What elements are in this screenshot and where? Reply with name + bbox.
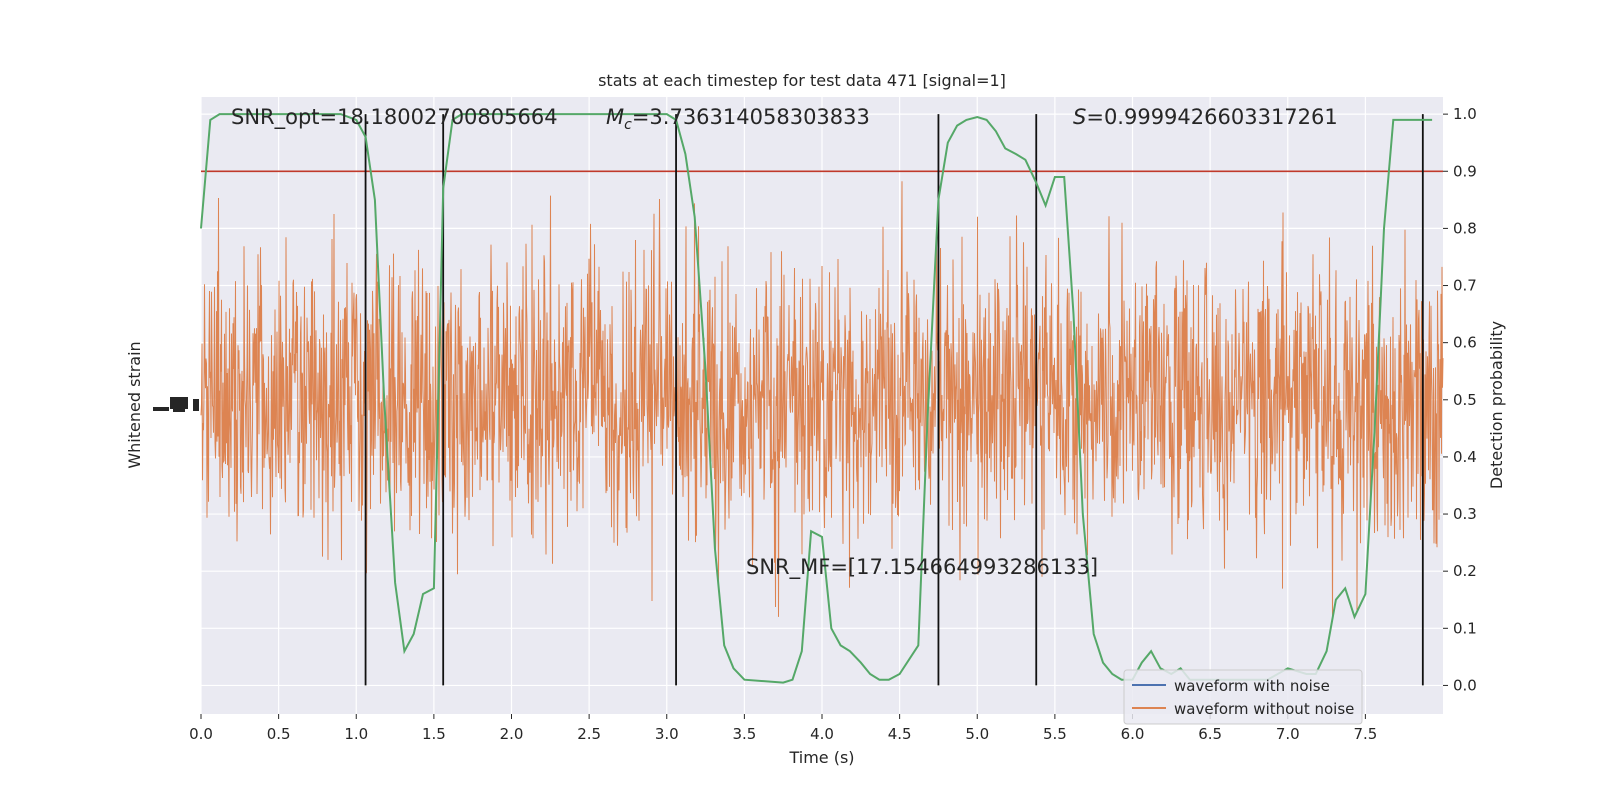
y-tick-label: 0.7 bbox=[1453, 277, 1477, 295]
y-tick-label: 0.4 bbox=[1453, 448, 1477, 466]
x-tick-label: 5.0 bbox=[965, 725, 989, 743]
x-tick-label: 2.0 bbox=[500, 725, 524, 743]
left-tick-mark bbox=[182, 397, 188, 409]
x-tick-label: 1.5 bbox=[422, 725, 446, 743]
x-axis-ticks: 0.0 0.5 1.0 1.5 2.0 2.5 3.0 3.5 4.0 4.5 5.0 5.5 6.0 6… bbox=[189, 714, 1377, 743]
x-tick-label: 1.0 bbox=[344, 725, 368, 743]
y-tick-label: 0.8 bbox=[1453, 219, 1477, 237]
snr-mf-annotation: SNR_MF=[17.154664993286133] bbox=[746, 555, 1098, 580]
left-tick-mark bbox=[153, 407, 169, 411]
right-axis-ticks: 0.0 0.1 0.2 0.3 0.4 0.5 0.6 0.7 0.8 0.9 1.0 bbox=[1443, 105, 1477, 694]
legend-entry: waveform without noise bbox=[1174, 700, 1354, 718]
x-tick-label: 7.0 bbox=[1276, 725, 1300, 743]
y-tick-label: 0.2 bbox=[1453, 562, 1477, 580]
x-tick-label: 5.5 bbox=[1043, 725, 1067, 743]
x-tick-label: 0.0 bbox=[189, 725, 213, 743]
strain-path bbox=[200, 181, 1444, 622]
y-tick-label: 1.0 bbox=[1453, 105, 1477, 123]
y-tick-label: 0.9 bbox=[1453, 162, 1477, 180]
x-tick-label: 6.5 bbox=[1198, 725, 1222, 743]
legend-entry: waveform with noise bbox=[1174, 677, 1330, 695]
x-tick-label: 3.0 bbox=[655, 725, 679, 743]
y-tick-label: 0.1 bbox=[1453, 619, 1477, 637]
y-tick-label: 0.6 bbox=[1453, 334, 1477, 352]
left-axis-label: Whitened strain bbox=[125, 341, 144, 468]
right-axis-label: Detection probability bbox=[1487, 321, 1506, 489]
x-axis-label: Time (s) bbox=[788, 748, 854, 767]
x-tick-label: 4.5 bbox=[888, 725, 912, 743]
x-tick-label: 3.5 bbox=[732, 725, 756, 743]
left-tick-mark bbox=[193, 399, 199, 411]
strain-trace bbox=[200, 181, 1444, 622]
x-tick-label: 4.0 bbox=[810, 725, 834, 743]
x-tick-label: 6.0 bbox=[1121, 725, 1145, 743]
score-annotation: S=0.9999426603317261 bbox=[1073, 105, 1338, 129]
x-tick-label: 0.5 bbox=[267, 725, 291, 743]
snr-opt-annotation: SNR_opt=18.18002700805664 bbox=[231, 105, 558, 130]
legend: waveform with noise waveform without noi… bbox=[1123, 669, 1363, 725]
y-tick-label: 0.5 bbox=[1453, 391, 1477, 409]
y-tick-label: 0.0 bbox=[1453, 676, 1477, 694]
chirp-mass-annotation: Mc=3.736314058303833 bbox=[606, 105, 870, 133]
x-tick-label: 7.5 bbox=[1353, 725, 1377, 743]
chart-title: stats at each timestep for test data 471… bbox=[598, 71, 1006, 90]
left-axis-ticks bbox=[153, 397, 199, 412]
y-tick-label: 0.3 bbox=[1453, 505, 1477, 523]
x-tick-label: 2.5 bbox=[577, 725, 601, 743]
